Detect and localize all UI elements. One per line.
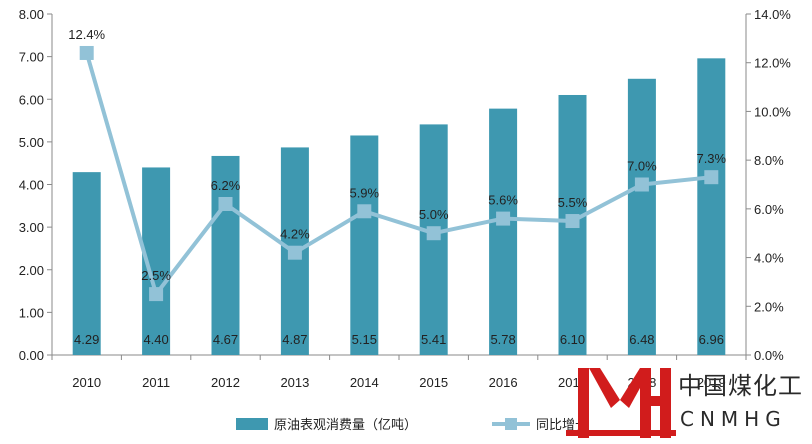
y-tick-label-left: 1.00 bbox=[19, 305, 44, 320]
line-series bbox=[79, 45, 719, 302]
legend-bar-swatch bbox=[236, 418, 268, 430]
y-tick-label-right: 2.0% bbox=[754, 299, 784, 314]
watermark-en: CNMHG bbox=[680, 407, 787, 431]
axes: 0.00 1.00 2.00 3.00 4.00 5.00 6.00 7.00 8.00 0.0%… bbox=[19, 7, 792, 390]
logo-stroke bbox=[566, 430, 676, 436]
y-tick-label-left: 2.00 bbox=[19, 263, 44, 278]
growth-point bbox=[426, 226, 441, 241]
logo-stroke bbox=[589, 368, 620, 408]
growth-point bbox=[79, 45, 94, 60]
y-tick-label-left: 0.00 bbox=[19, 348, 44, 363]
x-tick-label: 2015 bbox=[419, 375, 448, 390]
y-tick-label-right: 6.0% bbox=[754, 202, 784, 217]
x-tick-label: 2013 bbox=[280, 375, 309, 390]
watermark: 中国煤化工 CNMHG bbox=[566, 368, 803, 438]
y-tick-label-left: 4.00 bbox=[19, 178, 44, 193]
bar-value-label: 4.29 bbox=[74, 332, 99, 347]
y-tick-label-right: 0.0% bbox=[754, 348, 784, 363]
growth-value-label: 6.2% bbox=[211, 178, 241, 193]
bar-value-label: 5.41 bbox=[421, 332, 446, 347]
y-tick-label-right: 4.0% bbox=[754, 251, 784, 266]
growth-value-label: 7.0% bbox=[627, 159, 657, 174]
legend-line-label: 同比增长 bbox=[536, 418, 588, 433]
data-labels: 4.29 4.40 4.67 4.87 5.15 5.41 5.78 6.10 6.48 6.96… bbox=[68, 27, 726, 347]
growth-point bbox=[357, 204, 372, 219]
x-tick-label: 2010 bbox=[72, 375, 101, 390]
x-tick-label: 2016 bbox=[489, 375, 518, 390]
watermark-cn: 中国煤化工 bbox=[678, 372, 803, 400]
bar-value-label: 6.96 bbox=[699, 332, 724, 347]
legend: 原油表观消费量（亿吨） 同比增长 bbox=[236, 418, 588, 433]
growth-value-label: 12.4% bbox=[68, 27, 105, 42]
bar bbox=[72, 172, 101, 355]
y-tick-label-right: 14.0% bbox=[754, 7, 791, 22]
bar-value-label: 6.10 bbox=[560, 332, 585, 347]
y-tick-label-left: 6.00 bbox=[19, 92, 44, 107]
growth-value-label: 4.2% bbox=[280, 227, 310, 242]
growth-value-label: 5.9% bbox=[349, 185, 379, 200]
y-tick-label-left: 8.00 bbox=[19, 7, 44, 22]
bar-value-label: 4.87 bbox=[282, 332, 307, 347]
growth-value-label: 5.5% bbox=[558, 195, 588, 210]
bar bbox=[697, 58, 726, 356]
bar bbox=[489, 108, 518, 355]
bar-series bbox=[72, 58, 726, 356]
y-tick-label-right: 10.0% bbox=[754, 104, 791, 119]
y-tick-label-right: 8.0% bbox=[754, 153, 784, 168]
growth-point bbox=[565, 214, 580, 229]
bar-value-label: 4.40 bbox=[143, 332, 168, 347]
growth-value-label: 2.5% bbox=[141, 268, 171, 283]
growth-point bbox=[218, 196, 233, 211]
y-tick-label-right: 12.0% bbox=[754, 56, 791, 71]
growth-point bbox=[149, 287, 164, 302]
bar-value-label: 5.15 bbox=[352, 332, 377, 347]
y-tick-label-left: 3.00 bbox=[19, 220, 44, 235]
x-tick-label: 2019 bbox=[697, 375, 726, 390]
bar bbox=[350, 135, 379, 355]
bar-value-label: 5.78 bbox=[490, 332, 515, 347]
growth-value-label: 5.6% bbox=[488, 193, 518, 208]
growth-point bbox=[634, 177, 649, 192]
bar-value-label: 4.67 bbox=[213, 332, 238, 347]
logo-stroke bbox=[640, 368, 651, 438]
bar bbox=[627, 78, 656, 355]
growth-value-label: 5.0% bbox=[419, 207, 449, 222]
growth-point bbox=[704, 170, 719, 185]
growth-line bbox=[84, 52, 712, 297]
bar bbox=[211, 155, 240, 355]
x-tick-label: 2011 bbox=[142, 375, 170, 390]
bar-value-label: 6.48 bbox=[629, 332, 654, 347]
logo-stroke bbox=[578, 368, 589, 438]
growth-value-label: 7.3% bbox=[696, 151, 726, 166]
watermark-logo: 中国煤化工 CNMHG bbox=[566, 368, 803, 438]
y-tick-label-left: 5.00 bbox=[19, 135, 44, 150]
x-tick-label: 2012 bbox=[211, 375, 240, 390]
legend-line-marker bbox=[505, 418, 517, 430]
growth-point bbox=[287, 245, 302, 260]
y-tick-label-left: 7.00 bbox=[19, 50, 44, 65]
legend-bar-label: 原油表观消费量（亿吨） bbox=[274, 418, 417, 433]
logo-stroke bbox=[660, 368, 671, 438]
x-tick-label: 2014 bbox=[350, 375, 379, 390]
growth-point bbox=[496, 211, 511, 226]
